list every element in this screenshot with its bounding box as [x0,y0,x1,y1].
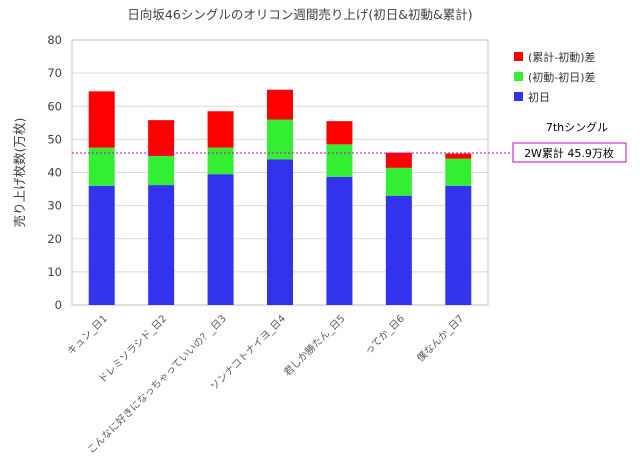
bar-segment-4-series-1 [267,159,293,305]
bar-segment-1-series-2 [88,147,115,186]
bars-layer [88,89,472,305]
y-tick-label-40: 40 [47,166,62,180]
bar-segment-2-series-3 [148,120,175,156]
legend-swatch-2 [514,72,523,81]
bar-segment-2-series-1 [148,185,175,305]
x-tick-label-6: ってか_日6 [363,313,407,357]
y-tick-label-20: 20 [47,232,62,246]
legend-swatch-1 [514,52,523,61]
x-tick-label-1: キュン_日1 [66,313,110,357]
y-tick-label-10: 10 [47,265,62,279]
bar-segment-1-series-3 [88,91,115,148]
annotation-box [512,142,627,163]
bar-segment-5-series-2 [326,144,353,177]
annotation-7th-single: 7thシングル [546,120,608,134]
y-axis-label: 売り上げ枚数(万枚) [12,118,27,228]
y-tick-label-70: 70 [47,66,62,80]
y-tick-label-50: 50 [47,132,62,146]
bar-segment-1-series-1 [88,185,115,305]
bar-segment-3-series-2 [207,147,234,175]
legend-label-3: 初日 [528,90,550,104]
legend-swatch-3 [514,92,523,101]
bar-segment-5-series-3 [326,121,353,145]
bar-segment-2-series-2 [148,155,175,186]
bar-segment-5-series-1 [326,176,353,305]
bar-segment-3-series-1 [207,174,234,305]
bar-segment-3-series-3 [207,111,234,148]
bar-segment-7-series-3 [445,153,472,159]
x-tick-label-5: 君しか勝たん_日5 [281,312,348,379]
bar-segment-7-series-1 [445,185,472,305]
legend-label-2: (初動-初日)差 [528,70,596,84]
legend-label-1: (累計-初動)差 [528,50,596,64]
y-tick-label-80: 80 [47,33,62,47]
title-layer: 日向坂46シングルのオリコン週間売り上げ(初日&初動&累計) [127,7,472,22]
bar-segment-6-series-2 [385,167,412,196]
y-tick-label-0: 0 [55,298,62,312]
annotation-box-text: 2W累計 45.9万枚 [524,146,614,160]
x-tick-label-3: こんなに好きになっちゃっていいの？_日3 [85,313,228,456]
y-tick-label-30: 30 [47,199,62,213]
x-tick-label-7: 僕なんか_日7 [414,312,467,365]
legend-layer: (累計-初動)差 (初動-初日)差初日 [514,50,596,104]
annotation-layer: 7thシングル 2W累計 45.9万枚 [72,120,627,163]
y-tick-label-60: 60 [47,99,62,113]
bar-segment-6-series-1 [385,195,412,305]
bar-segment-4-series-3 [267,89,293,120]
bar-segment-6-series-3 [385,152,412,168]
bar-segment-7-series-2 [445,158,472,186]
chart-title: 日向坂46シングルのオリコン週間売り上げ(初日&初動&累計) [127,7,472,22]
